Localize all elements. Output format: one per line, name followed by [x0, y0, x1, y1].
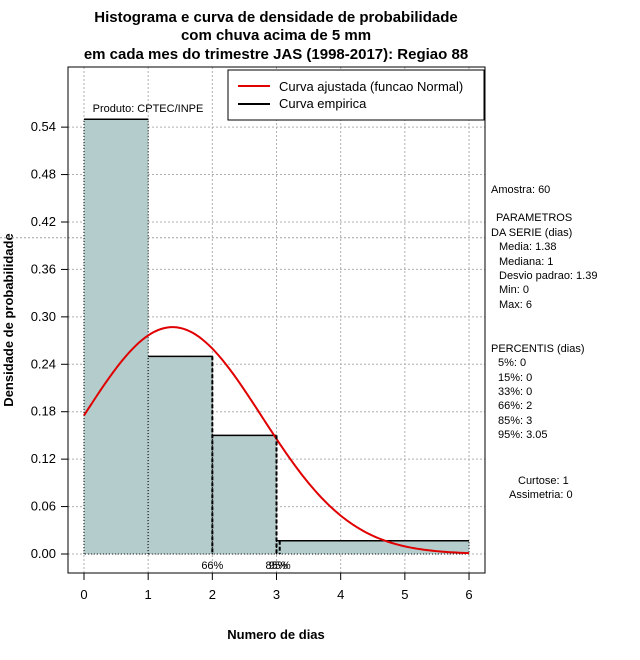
stat-min: Min: 0: [499, 284, 529, 296]
y-axis-title: Densidade de probabilidade: [1, 233, 16, 406]
y-tick-label-5: 0.30: [31, 309, 56, 324]
x-tick-label-0: 0: [80, 587, 87, 602]
percentile-15: 15%: 0: [498, 372, 532, 384]
y-tick-label-6: 0.36: [31, 261, 56, 276]
percentile-95: 95%: 3.05: [498, 429, 548, 441]
y-tick-label-9: 0.54: [31, 119, 56, 134]
kurtosis: Curtose: 1: [518, 475, 569, 487]
y-tick-label-4: 0.24: [31, 356, 56, 371]
y-tick-label-1: 0.06: [31, 499, 56, 514]
x-tick-label-1: 1: [145, 587, 152, 602]
histogram-bar-3: [276, 540, 470, 554]
histogram-bar-1: [148, 356, 213, 554]
percentile-markers: 66% 85%95%: [201, 356, 291, 572]
legend: Curva ajustada (funcao Normal) Curva emp…: [227, 69, 485, 121]
y-tick-label-3: 0.18: [31, 404, 56, 419]
stat-mean: Media: 1.38: [499, 241, 556, 253]
chart-title-line-2: com chuva acima de 5 mm: [181, 27, 371, 44]
legend-label-normal: Curva ajustada (funcao Normal): [279, 79, 463, 94]
percentile-5: 5%: 0: [498, 357, 526, 369]
chart-title-line-3: em cada mes do trimestre JAS (1998-2017)…: [84, 46, 468, 63]
percentiles-header: PERCENTIS (dias): [491, 343, 585, 355]
x-tick-label-4: 4: [337, 587, 344, 602]
histogram-bar-0: [84, 119, 149, 554]
y-tick-label-7: 0.42: [31, 214, 56, 229]
percentile-label-1: 85%: [265, 560, 287, 572]
legend-label-empirical: Curva empirica: [279, 96, 367, 111]
y-tick-label-2: 0.12: [31, 451, 56, 466]
x-axis-title: Numero de dias: [227, 627, 325, 642]
skewness: Assimetria: 0: [509, 489, 573, 501]
percentile-label-2: 95%: [269, 560, 291, 572]
stat-max: Max: 6: [499, 299, 532, 311]
stat-median: Mediana: 1: [499, 256, 553, 268]
sample-size: Amostra: 60: [491, 184, 550, 196]
percentile-label-0: 66%: [201, 560, 223, 572]
x-tick-label-2: 2: [209, 587, 216, 602]
x-tick-label-3: 3: [273, 587, 280, 602]
y-tick-label-0: 0.00: [31, 546, 56, 561]
chart-title-line-1: Histograma e curva de densidade de proba…: [94, 9, 457, 26]
x-tick-label-6: 6: [465, 587, 472, 602]
histogram-bar-2: [212, 435, 277, 554]
percentile-66: 66%: 2: [498, 400, 532, 412]
axes: 0 1 2 3 4 5 6 0.00 0.06 0.12 0.18 0.24 0.30 0.36 0.42 0…: [31, 66, 486, 602]
params-header-2: DA SERIE (dias): [491, 227, 572, 239]
params-header-1: PARAMETROS: [496, 212, 572, 224]
product-label: Produto: CPTEC/INPE: [93, 103, 204, 115]
y-tick-label-8: 0.48: [31, 167, 56, 182]
stat-sd: Desvio padrao: 1.39: [499, 270, 597, 282]
percentile-85: 85%: 3: [498, 415, 532, 427]
percentile-33: 33%: 0: [498, 386, 532, 398]
statistics-panel: Amostra: 60 PARAMETROS DA SERIE (dias) M…: [491, 184, 597, 501]
x-tick-label-5: 5: [401, 587, 408, 602]
